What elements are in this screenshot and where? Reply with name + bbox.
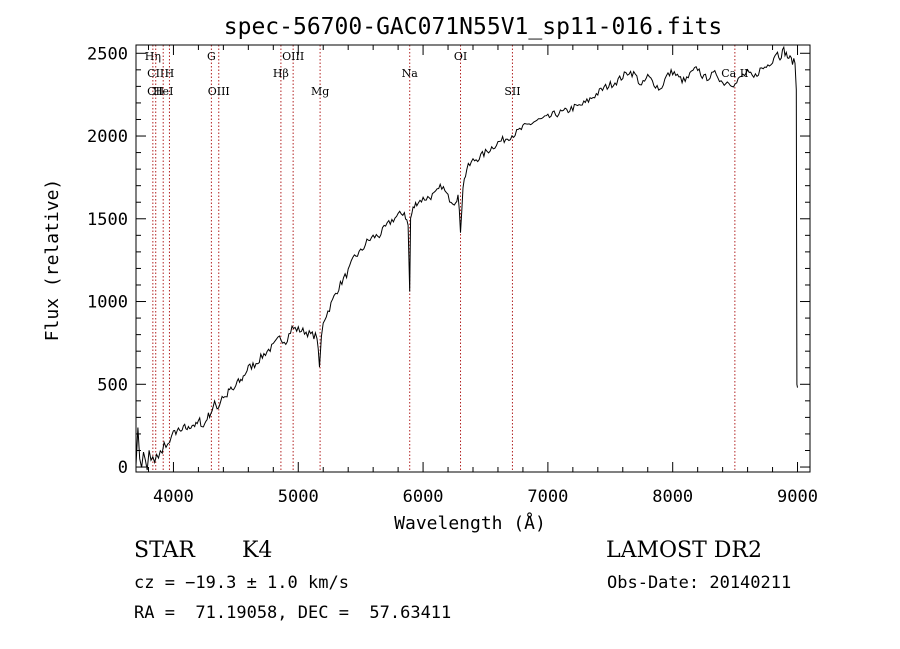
axis-ticks: 4000 5000 6000 7000 8000 9000 0 500 1000 1500 2000…	[87, 44, 818, 507]
y-tick-label-4: 2000	[87, 127, 128, 147]
marker-label-5: G	[207, 50, 216, 63]
x-tick-label-3: 7000	[527, 487, 568, 507]
x-tick-label-5: 9000	[777, 487, 818, 507]
marker-label-12: SII	[504, 85, 520, 98]
marker-label-8: Hβ	[273, 67, 289, 80]
spectrum-series	[135, 45, 798, 471]
y-tick-label-2: 1000	[87, 293, 128, 313]
coordinates: RA = 71.19058, DEC = 57.63411	[134, 603, 452, 623]
marker-label-6: OIII	[208, 85, 230, 98]
marker-label-4: HeI	[153, 85, 173, 98]
marker-label-3: H	[165, 67, 175, 80]
marker-label-11: OI	[454, 50, 467, 63]
marker-label-13: Ca II	[721, 67, 748, 80]
marker-label-10: Na	[402, 67, 419, 80]
object-class: STAR	[134, 538, 195, 563]
x-tick-label-4: 8000	[652, 487, 693, 507]
y-tick-label-3: 1500	[87, 210, 128, 230]
spectrum-line	[135, 45, 798, 471]
x-tick-label-1: 5000	[278, 487, 319, 507]
x-axis-label: Wavelength (Å)	[394, 512, 546, 534]
marker-label-7: OIII	[282, 50, 304, 63]
y-tick-label-5: 2500	[87, 44, 128, 64]
object-subclass: K4	[242, 538, 273, 563]
chart-title: spec-56700-GAC071N55V1_sp11-016.fits	[224, 14, 723, 40]
y-tick-label-1: 500	[97, 375, 128, 395]
survey-name: LAMOST DR2	[606, 538, 762, 563]
marker-label-2: CII	[147, 85, 164, 98]
marker-label-9: Mg	[311, 85, 329, 98]
redshift-cz: cz = −19.3 ± 1.0 km/s	[134, 573, 349, 593]
y-tick-label-0: 0	[118, 458, 128, 478]
marker-label-1: CII	[147, 67, 164, 80]
x-tick-label-0: 4000	[153, 487, 194, 507]
x-tick-label-2: 6000	[403, 487, 444, 507]
y-axis-label: Flux (relative)	[42, 179, 63, 342]
plot-frame	[135, 44, 811, 473]
obs-date: Obs-Date: 20140211	[607, 573, 792, 593]
marker-label-0: Hη	[145, 50, 161, 63]
